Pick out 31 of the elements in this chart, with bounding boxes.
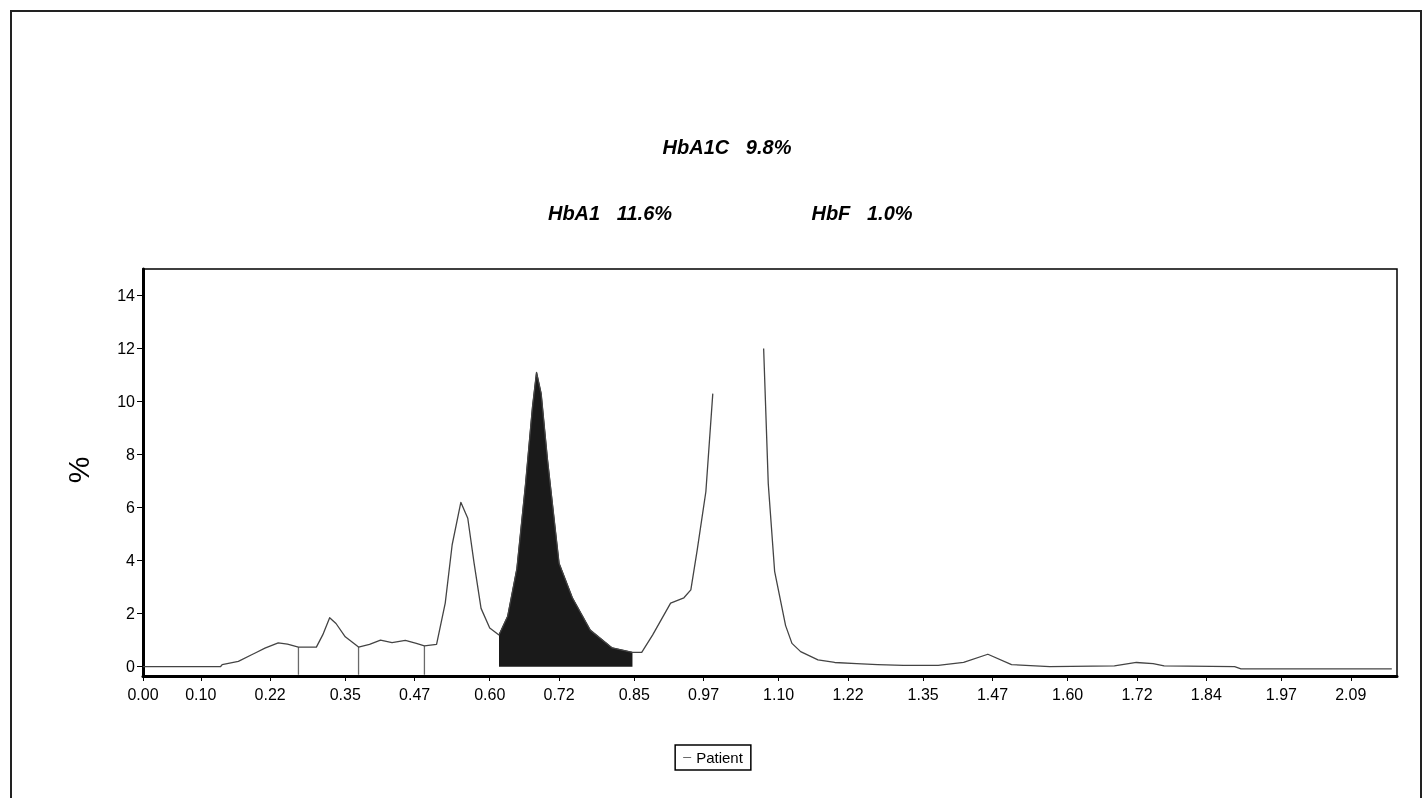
x-tick-label: 0.00 <box>127 685 159 703</box>
x-tick-label: 0.22 <box>254 685 286 703</box>
x-tick-label: 1.97 <box>1265 685 1298 703</box>
x-tick-label: 1.10 <box>763 685 795 703</box>
x-tick-label: 1.47 <box>976 685 1009 703</box>
x-tick-label: 2.09 <box>1335 685 1367 703</box>
x-tick-label: 0.60 <box>474 685 506 703</box>
x-tick-label: 0.72 <box>543 685 575 703</box>
x-tick-label: 0.85 <box>618 685 650 703</box>
y-tick-label: 10 <box>117 393 136 411</box>
x-tick-label: 0.97 <box>687 685 720 703</box>
y-tick-label: 0 <box>126 658 136 676</box>
x-tick-label: 1.60 <box>1052 685 1084 703</box>
x-tick-label: 1.22 <box>832 685 864 703</box>
x-tick-label: 1.72 <box>1121 685 1153 703</box>
x-tick-label: 0.47 <box>399 685 431 703</box>
y-tick-label: 4 <box>126 552 136 570</box>
x-tick-label: 0.10 <box>185 685 217 703</box>
text: HbA1C 9.8% <box>662 136 792 158</box>
y-tick-label: 6 <box>126 499 136 517</box>
legend-label: Patient <box>696 749 744 766</box>
y-tick-label: 12 <box>117 340 136 358</box>
y-tick-label: 8 <box>126 446 136 464</box>
x-tick-label: 1.35 <box>907 685 939 703</box>
y-tick-label: 14 <box>117 287 136 305</box>
y-axis-title: % <box>61 456 95 484</box>
x-tick-label: 1.84 <box>1190 685 1222 703</box>
text: HbF 1.0% <box>811 202 913 224</box>
y-tick-label: 2 <box>126 605 136 623</box>
x-tick-label: 0.35 <box>329 685 361 703</box>
text: HbA1 11.6% <box>547 202 673 224</box>
